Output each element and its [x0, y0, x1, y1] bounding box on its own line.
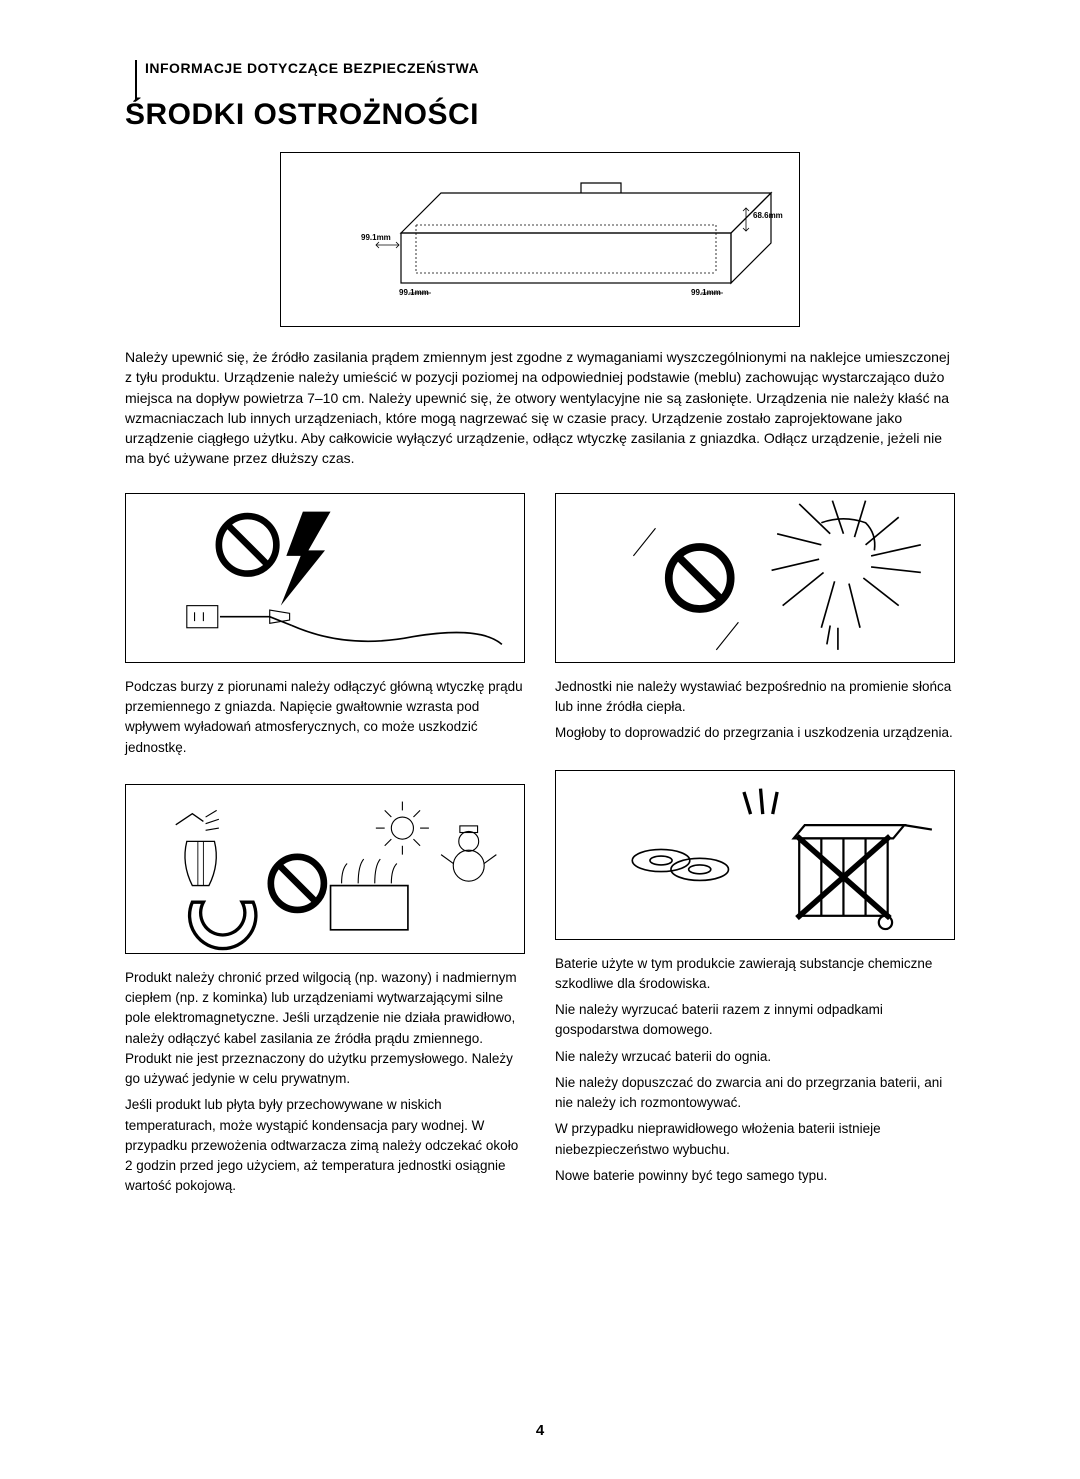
left-column: Podczas burzy z piorunami należy odłączy…: [125, 493, 525, 1223]
dim-right: 68.6mm: [753, 211, 783, 220]
right-block2-p3: Nie należy wrzucać baterii do ognia.: [555, 1047, 955, 1067]
right-block2-p5: W przypadku nieprawidłowego włożenia bat…: [555, 1119, 955, 1160]
right-column: Jednostki nie należy wystawiać bezpośred…: [555, 493, 955, 1223]
right-block2-p6: Nowe baterie powinny być tego samego typ…: [555, 1166, 955, 1186]
right-block1-p1: Jednostki nie należy wystawiać bezpośred…: [555, 677, 955, 718]
left-block2-p2: Jeśli produkt lub płyta były przechowywa…: [125, 1095, 525, 1196]
page-title: ŚRODKI OSTROŻNOŚCI: [125, 98, 955, 132]
dim-bottom-left: 99.1mm: [399, 288, 429, 297]
main-paragraph: Należy upewnić się, że źródło zasilania …: [125, 347, 955, 469]
right-block1-p2: Mogłoby to doprowadzić do przegrzania i …: [555, 723, 955, 743]
page-number: 4: [536, 1422, 544, 1439]
right-block2-p1: Baterie użyte w tym produkcie zawierają …: [555, 954, 955, 995]
illustration-moisture-heat: [125, 784, 525, 954]
dim-left: 99.1mm: [361, 233, 391, 242]
breadcrumb: INFORMACJE DOTYCZĄCE BEZPIECZEŃSTWA: [145, 60, 955, 76]
clearance-diagram: 99.1mm 68.6mm 99.1mm 99.1mm: [280, 152, 800, 327]
right-block2-p4: Nie należy dopuszczać do zwarcia ani do …: [555, 1073, 955, 1114]
illustration-sun: [555, 493, 955, 663]
illustration-lightning: [125, 493, 525, 663]
left-block2-p1: Produkt należy chronić przed wilgocią (n…: [125, 968, 525, 1090]
dim-bottom-right: 99.1mm: [691, 288, 721, 297]
left-block1-p1: Podczas burzy z piorunami należy odłączy…: [125, 677, 525, 758]
right-block2-p2: Nie należy wyrzucać baterii razem z inny…: [555, 1000, 955, 1041]
header-rule: [135, 60, 137, 100]
illustration-battery-bin: [555, 770, 955, 940]
